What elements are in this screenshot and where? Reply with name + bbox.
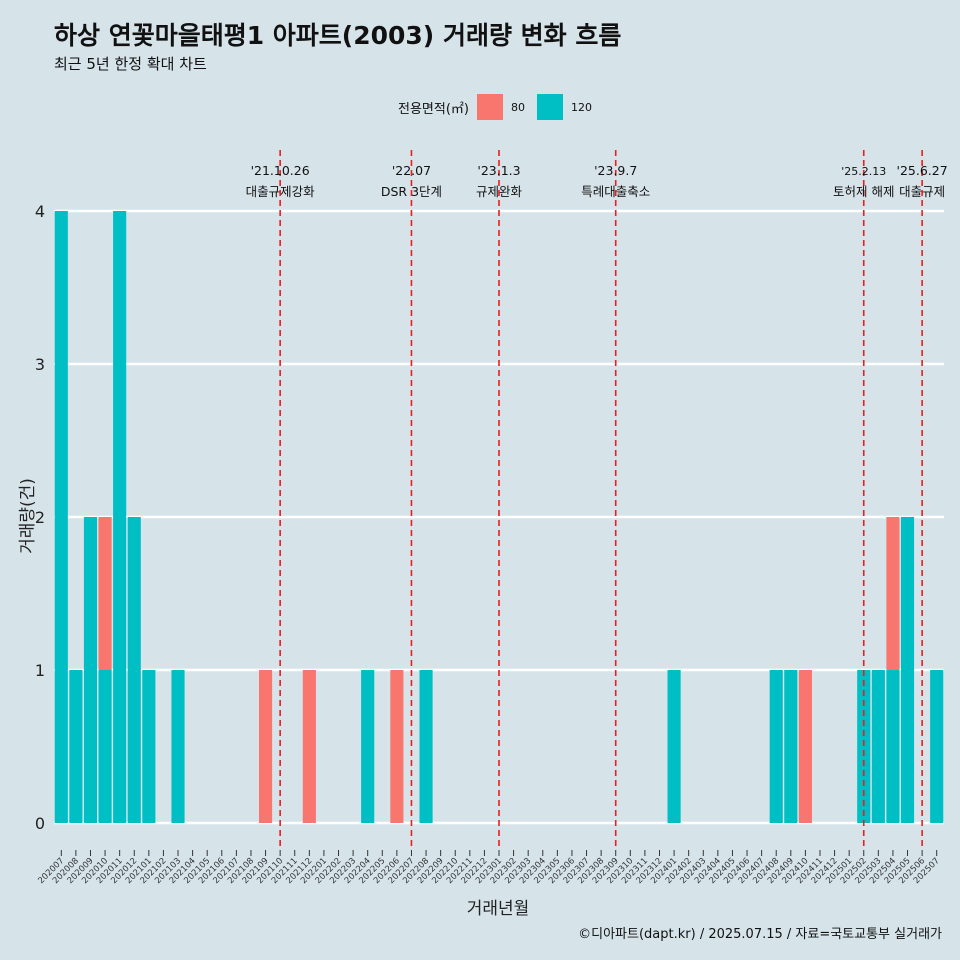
bars	[54, 211, 944, 823]
legend-title: 전용면적(㎡)	[398, 101, 469, 117]
bar-202408-120	[769, 670, 783, 823]
bar-202101-120	[142, 670, 156, 823]
bar-202401-120	[667, 670, 681, 823]
event-date-202207: '22.07	[392, 163, 431, 178]
event-label-202207: DSR 3단계	[381, 184, 442, 199]
bar-202204-120	[361, 670, 375, 823]
bar-202208-120	[419, 670, 433, 823]
event-label-202301: 규제완화	[476, 184, 523, 199]
legend-label-80: 80	[510, 100, 525, 114]
y-tick-label-3: 3	[35, 355, 45, 374]
chart-title: 하상 연꽃마을태평1 아파트(2003) 거래량 변화 흐름	[54, 21, 622, 50]
event-date-202506: '25.6.27	[897, 163, 948, 178]
bar-202410-80	[798, 670, 812, 823]
event-date-202301: '23.1.3	[477, 163, 520, 178]
y-tick-label-4: 4	[35, 202, 45, 221]
bar-202503-120	[871, 670, 885, 823]
bar-202409-120	[784, 670, 798, 823]
event-date-202110: '21.10.26	[251, 163, 310, 178]
event-annotations: '21.10.26 대출규제강화 '22.07 DSR 3단계 '23.1.3 규제완화 '…	[246, 163, 948, 199]
event-label-202502: 토허제 해제	[833, 184, 894, 199]
event-lines	[279, 150, 923, 850]
y-tick-label-1: 1	[35, 661, 45, 680]
bar-202112-80	[302, 670, 316, 823]
bar-202008-120	[69, 670, 83, 823]
y-axis-title: 거래량(건)	[18, 478, 38, 554]
bar-202507-120	[930, 670, 944, 823]
bar-202011-120	[113, 211, 127, 823]
bar-202007-120	[54, 211, 68, 823]
bar-202010-120	[98, 670, 112, 823]
bar-202009-120	[83, 517, 98, 823]
bar-202012-120	[127, 517, 141, 823]
legend-label-120: 120	[570, 100, 592, 114]
chart-subtitle: 최근 5년 한정 확대 차트	[54, 55, 207, 73]
y-tick-label-0: 0	[35, 814, 45, 833]
event-date-202309: '23.9.7	[594, 163, 637, 178]
event-label-202110: 대출규제강화	[246, 184, 316, 199]
bar-202010-80	[98, 517, 112, 670]
legend: 전용면적(㎡) 80 120	[398, 93, 604, 121]
bar-202505-120	[900, 517, 915, 823]
legend-key-80	[476, 94, 503, 120]
x-axis-title: 거래년월	[467, 899, 530, 919]
legend-key-120	[536, 94, 563, 120]
event-label-202309: 특례대출축소	[581, 184, 650, 199]
bar-202206-80	[390, 670, 404, 823]
bar-202504-120	[886, 670, 900, 823]
event-label-202506: 대출규제	[899, 184, 945, 199]
bar-202504-80	[886, 517, 900, 670]
y-tick-label-2: 2	[35, 508, 45, 527]
bar-202109-80	[258, 670, 273, 823]
bar-202502-120	[857, 670, 871, 823]
event-date-202502: '25.2.13	[841, 165, 886, 178]
bar-202103-120	[171, 670, 185, 823]
caption: ©디아파트(dapt.kr) / 2025.07.15 / 자료=국토교통부 실…	[578, 927, 942, 942]
